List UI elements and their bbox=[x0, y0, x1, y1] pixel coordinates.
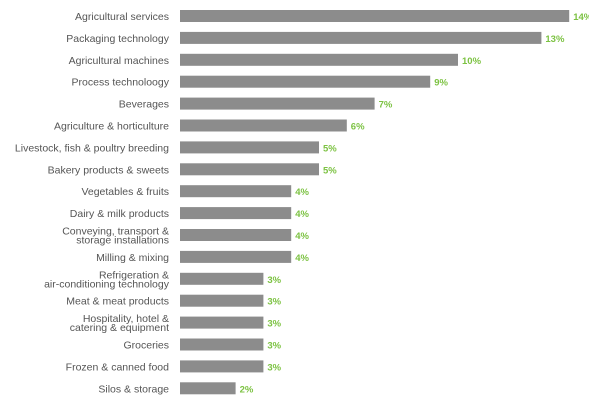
bar bbox=[180, 360, 264, 373]
category-label: Refrigeration & air-conditioning technolo… bbox=[44, 269, 170, 290]
bar bbox=[180, 75, 431, 88]
value-label: 3% bbox=[267, 341, 281, 352]
value-label: 13% bbox=[545, 34, 565, 45]
value-label: 4% bbox=[295, 209, 309, 220]
category-label: Conveying, transport & storage installati… bbox=[62, 226, 169, 247]
bar bbox=[180, 207, 292, 220]
bar bbox=[180, 31, 542, 44]
category-label: Process technoloogy bbox=[72, 77, 170, 89]
category-label: Agriculture & horticulture bbox=[54, 121, 169, 133]
category-label: Milling & mixing bbox=[96, 252, 169, 264]
bar bbox=[180, 119, 347, 132]
value-label: 5% bbox=[323, 143, 337, 154]
bar bbox=[180, 382, 236, 395]
value-label: 4% bbox=[295, 253, 309, 264]
category-label: Packaging technology bbox=[66, 33, 169, 45]
bar bbox=[180, 185, 292, 198]
value-label: 3% bbox=[267, 275, 281, 286]
bar bbox=[180, 141, 319, 154]
value-label: 2% bbox=[240, 384, 254, 395]
category-label: Livestock, fish & poultry breeding bbox=[15, 142, 169, 154]
bar bbox=[180, 53, 458, 66]
value-label: 6% bbox=[351, 122, 365, 133]
category-label: Dairy & milk products bbox=[70, 208, 169, 220]
category-label: Agricultural services bbox=[75, 11, 169, 23]
bar bbox=[180, 10, 570, 22]
category-label-line: Hospitality, hotel & bbox=[83, 313, 169, 325]
bar bbox=[180, 272, 264, 285]
category-label-line: Conveying, transport & bbox=[62, 226, 169, 238]
value-label: 7% bbox=[379, 100, 393, 111]
category-label: Vegetables & fruits bbox=[81, 186, 169, 198]
category-label: Silos & storage bbox=[98, 383, 169, 395]
category-label-line: storage installations bbox=[76, 235, 169, 247]
value-label: 9% bbox=[434, 78, 448, 89]
bar bbox=[180, 338, 264, 351]
value-label: 3% bbox=[267, 362, 281, 373]
category-label-line: Refrigeration & bbox=[99, 269, 169, 281]
category-label: Groceries bbox=[123, 340, 169, 352]
bar bbox=[180, 294, 264, 307]
category-label: Hospitality, hotel & catering & equipment bbox=[70, 313, 169, 334]
bar bbox=[180, 250, 292, 263]
value-label: 3% bbox=[267, 319, 281, 330]
category-label: Frozen & canned food bbox=[66, 361, 169, 373]
category-label-line: air-conditioning technology bbox=[44, 278, 170, 290]
category-label: Agricultural machines bbox=[69, 55, 169, 67]
value-label: 5% bbox=[323, 165, 337, 176]
value-label: 4% bbox=[295, 187, 309, 198]
bar bbox=[180, 163, 319, 176]
category-label: Beverages bbox=[119, 99, 169, 111]
value-label: 3% bbox=[267, 297, 281, 308]
bar bbox=[180, 316, 264, 329]
category-label-line: catering & equipment bbox=[70, 322, 169, 334]
value-label: 10% bbox=[462, 56, 482, 67]
bar bbox=[180, 97, 375, 110]
value-label: 4% bbox=[295, 231, 309, 242]
bar bbox=[180, 229, 292, 241]
category-label: Meat & meat products bbox=[66, 296, 169, 308]
category-label: Bakery products & sweets bbox=[48, 164, 169, 176]
value-label: 14% bbox=[573, 12, 589, 23]
